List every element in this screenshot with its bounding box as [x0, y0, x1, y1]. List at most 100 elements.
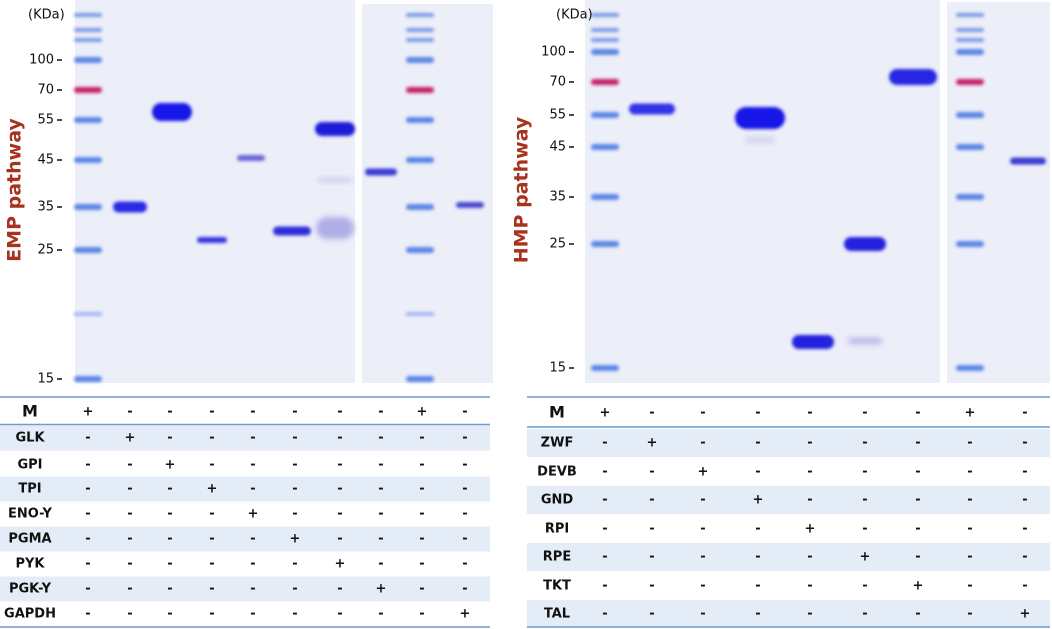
cell: -	[250, 532, 255, 547]
ladder-band	[74, 38, 102, 42]
cell: -	[167, 482, 172, 497]
marker-label: 15	[549, 361, 566, 376]
cell: +	[805, 522, 816, 537]
cell: -	[127, 607, 132, 622]
protein-band	[237, 155, 265, 161]
cell: -	[1022, 550, 1027, 565]
ladder-band	[74, 376, 102, 382]
protein-band	[316, 217, 354, 239]
cell: -	[250, 582, 255, 597]
cell: +	[125, 431, 136, 446]
cell: -	[127, 507, 132, 522]
ladder-band	[591, 28, 619, 32]
cell: -	[1022, 436, 1027, 451]
row-label: GND	[541, 493, 574, 508]
row-label: GLK	[15, 431, 45, 446]
cell: -	[167, 607, 172, 622]
row-shade	[0, 526, 490, 552]
cell: -	[649, 406, 654, 421]
ladder-band	[406, 157, 434, 163]
cell: -	[700, 607, 705, 622]
cell: -	[378, 557, 383, 572]
cell: -	[649, 579, 654, 594]
ladder-band	[591, 112, 619, 118]
cell: -	[127, 482, 132, 497]
cell: -	[1022, 579, 1027, 594]
cell: -	[967, 465, 972, 480]
cell: -	[807, 607, 812, 622]
ladder-band	[591, 194, 619, 200]
cell: -	[807, 406, 812, 421]
row-label: RPI	[545, 522, 569, 537]
protein-band	[889, 69, 937, 85]
cell: -	[967, 493, 972, 508]
cell: -	[967, 550, 972, 565]
cell: -	[967, 579, 972, 594]
protein-band	[792, 335, 834, 349]
row-label: GPI	[17, 458, 42, 473]
cell: -	[378, 482, 383, 497]
cell: -	[807, 465, 812, 480]
ladder-band	[74, 247, 102, 253]
cell: -	[419, 532, 424, 547]
protein-band	[113, 201, 147, 213]
row-label: GAPDH	[4, 607, 56, 622]
ladder-band	[74, 204, 102, 210]
cell: -	[378, 458, 383, 473]
cell: -	[337, 405, 342, 420]
row-label: TAL	[544, 607, 570, 622]
cell: -	[292, 607, 297, 622]
cell: -	[602, 550, 607, 565]
cell: -	[209, 557, 214, 572]
protein-band	[318, 178, 352, 182]
cell: -	[292, 482, 297, 497]
cell: -	[127, 532, 132, 547]
marker-label: 100	[541, 45, 566, 60]
cell: -	[462, 431, 467, 446]
cell: -	[755, 406, 760, 421]
cell: -	[862, 579, 867, 594]
cell: -	[602, 522, 607, 537]
cell: -	[602, 607, 607, 622]
cell: -	[378, 607, 383, 622]
ladder-band	[406, 13, 434, 17]
cell: -	[337, 458, 342, 473]
cell: +	[913, 579, 924, 594]
cell: -	[462, 532, 467, 547]
row-shade	[527, 600, 1050, 628]
cell: -	[127, 405, 132, 420]
gel	[585, 0, 940, 383]
marker-label: 45	[37, 153, 54, 168]
protein-band	[848, 338, 882, 344]
cell: -	[85, 482, 90, 497]
cell: -	[378, 507, 383, 522]
cell: -	[649, 607, 654, 622]
protein-band	[197, 237, 227, 243]
cell: -	[915, 550, 920, 565]
ladder-band	[956, 49, 984, 55]
ladder-band	[74, 28, 102, 32]
ladder-band	[74, 157, 102, 163]
cell: -	[462, 458, 467, 473]
cell: +	[753, 493, 764, 508]
marker-label: 15	[37, 372, 54, 387]
ladder-band	[956, 144, 984, 150]
cell: -	[167, 582, 172, 597]
cell: +	[1020, 607, 1031, 622]
row-shade	[527, 543, 1050, 571]
ladder-band	[74, 117, 102, 123]
cell: -	[167, 405, 172, 420]
marker-label: 70	[37, 83, 54, 98]
cell: -	[167, 557, 172, 572]
cell: -	[85, 458, 90, 473]
cell: -	[292, 557, 297, 572]
ladder-band	[406, 117, 434, 123]
cell: +	[376, 582, 387, 597]
cell: -	[700, 550, 705, 565]
cell: -	[915, 607, 920, 622]
row-label: DEVB	[537, 465, 577, 480]
cell: +	[647, 436, 658, 451]
marker-label: 55	[37, 113, 54, 128]
cell: -	[807, 493, 812, 508]
